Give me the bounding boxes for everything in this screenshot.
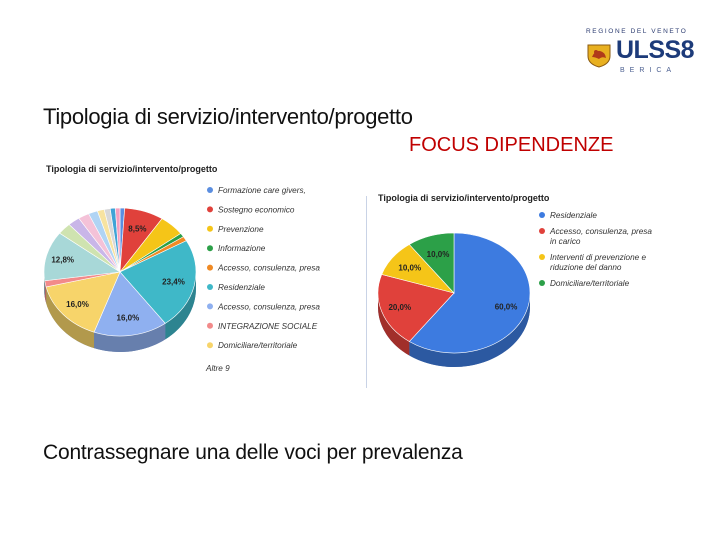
pie-slice	[377, 274, 455, 342]
legend-entry: Accesso, consulenza, presa	[549, 227, 652, 236]
legend-swatch	[207, 225, 213, 232]
data-label: 16,0%	[117, 314, 140, 323]
ulss8-logo: REGIONE DEL VENETO ULSS8 BERICA	[584, 20, 695, 80]
legend-more: Altre 9	[205, 364, 230, 373]
legend-swatch	[207, 245, 213, 252]
legend-entry: Accesso, consulenza, presa	[217, 302, 320, 311]
legend-swatch	[207, 284, 213, 290]
data-label: 10,0%	[398, 264, 421, 273]
legend-swatch	[207, 342, 213, 349]
data-label: 16,0%	[66, 300, 89, 309]
legend-entry: INTEGRAZIONE SOCIALE	[218, 322, 318, 331]
logo-name-text: ULSS8	[616, 36, 695, 64]
pie-slice	[408, 232, 531, 354]
data-label: 20,0%	[388, 303, 411, 312]
chart-overall: Tipologia di servizio/intervento/progett…	[38, 160, 360, 380]
legend-entry: Sostegno economico	[218, 205, 295, 214]
legend-entry: riduzione del danno	[550, 263, 622, 272]
data-label: 12,8%	[51, 255, 74, 264]
pie-chart-overall: Tipologia di servizio/intervento/progett…	[43, 164, 320, 373]
data-label: 23,4%	[162, 278, 185, 287]
pie-slice-side	[378, 293, 410, 356]
legend-swatch	[207, 187, 213, 193]
legend-swatch	[207, 206, 213, 213]
legend-entry: Domiciliare/territoriale	[550, 279, 630, 288]
pie-slice-side	[94, 323, 166, 352]
legend-entry: Informazione	[218, 244, 266, 253]
slide-title: Tipologia di servizio/intervento/progett…	[43, 104, 413, 129]
focus-heading: FOCUS DIPENDENZE	[409, 134, 614, 156]
data-label: 60,0%	[495, 302, 518, 311]
pie-slice	[45, 271, 121, 333]
data-label: 8,5%	[128, 224, 146, 233]
legend-swatch	[539, 280, 545, 286]
lion-emblem-icon	[587, 44, 611, 68]
logo-sub-text: BERICA	[620, 67, 677, 74]
chart-dipendenze: Tipologia di servizio/intervento/progett…	[370, 188, 696, 380]
pie-slice-side	[165, 272, 196, 340]
legend-entry: Domiciliare/territoriale	[218, 341, 298, 350]
legend-swatch	[539, 212, 545, 218]
chart-title: Tipologia di servizio/intervento/progett…	[46, 164, 218, 174]
legend-entry: Accesso, consulenza, presa	[217, 264, 320, 273]
data-label: 10,0%	[427, 250, 450, 259]
pie-slice	[114, 207, 121, 273]
logo-region-text: REGIONE DEL VENETO	[586, 28, 688, 35]
instruction-text: Contrassegnare una delle voci per preval…	[43, 441, 463, 464]
legend-swatch	[207, 264, 213, 271]
legend-entry: Residenziale	[550, 211, 597, 220]
legend-swatch	[539, 228, 545, 234]
pie-slice	[93, 271, 166, 337]
legend-entry: Interventi di prevenzione e	[550, 253, 646, 262]
pie-slice-side	[409, 293, 530, 367]
legend-entry: Residenziale	[218, 283, 265, 292]
legend-entry: Prevenzione	[218, 225, 264, 234]
pie-slice	[119, 240, 197, 324]
chart-title: Tipologia di servizio/intervento/progett…	[378, 193, 550, 203]
pie-slice	[43, 232, 121, 282]
legend-swatch	[207, 322, 213, 329]
legend-swatch	[207, 303, 213, 310]
pie-slice	[408, 232, 455, 294]
legend-swatch	[539, 254, 545, 260]
pie-slice-side	[46, 286, 95, 349]
chart-divider	[366, 196, 367, 388]
legend-entry: Formazione care givers,	[218, 186, 306, 195]
pie-chart-dipendenze: Tipologia di servizio/intervento/progett…	[377, 193, 652, 367]
legend-entry: in carico	[550, 237, 581, 246]
